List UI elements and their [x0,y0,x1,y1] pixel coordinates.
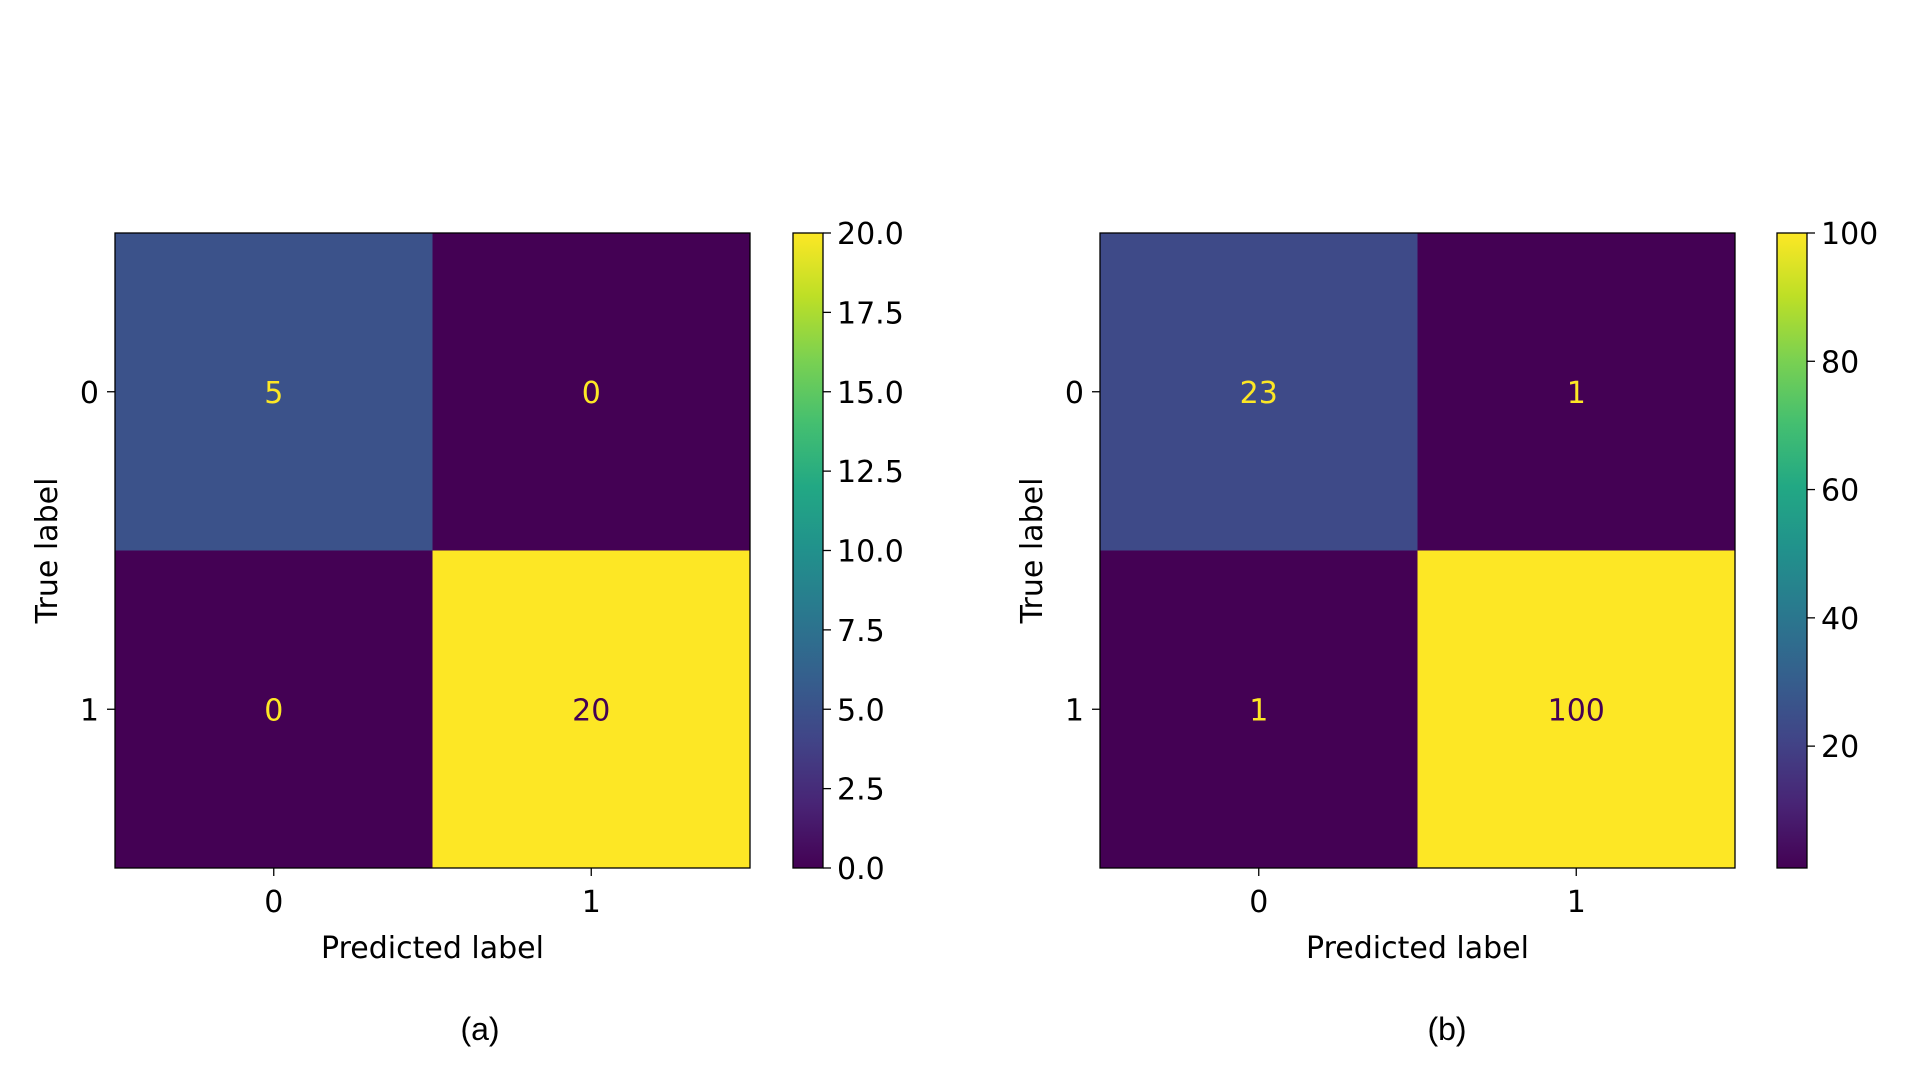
cell-value-label: 5 [264,376,283,411]
colorbar [1777,233,1807,868]
cell-value-label: 0 [582,376,601,411]
colorbar-tick-label: 7.5 [837,614,885,649]
cell-value-label: 1 [1249,693,1268,728]
colorbar-tick-label: 80 [1821,345,1859,380]
panel-caption: (a) [460,1011,499,1047]
heatmap-cell [432,233,750,551]
colorbar-tick-label: 20.0 [837,217,904,252]
x-tick-label: 1 [1567,885,1586,920]
heatmap-cell [1100,550,1418,868]
cell-value-label: 20 [572,693,610,728]
panel-caption: (b) [1427,1011,1466,1047]
colorbar-tick-label: 100 [1821,217,1878,252]
heatmap-frame [1099,232,1736,869]
y-tick-label: 1 [80,693,99,728]
y-axis-title: True label [1015,478,1050,625]
x-axis-title: Predicted label [321,931,544,966]
colorbar-tick-label: 10.0 [837,535,904,570]
heatmap-cell [115,550,433,868]
cell-value-label: 100 [1548,693,1605,728]
heatmap-cell [1417,550,1735,868]
heatmap-cell [432,550,750,868]
y-tick-label: 0 [1065,376,1084,411]
colorbar-tick-label: 2.5 [837,773,885,808]
colorbar-tick-label: 0.0 [837,852,885,887]
heatmap-cell [115,233,433,551]
heatmap-frame [114,232,751,869]
heatmap-cell [1417,233,1735,551]
y-tick-label: 0 [80,376,99,411]
colorbar-tick-label: 5.0 [837,693,885,728]
colorbar-tick-label: 60 [1821,474,1859,509]
cell-value-label: 0 [264,693,283,728]
colorbar-frame [1776,232,1808,869]
x-axis-title: Predicted label [1306,931,1529,966]
confusion-matrix-panel-b: 23 1 1 100 0 1 0 1 Predicted label True label 20 40… [1015,217,1878,1047]
colorbar-tick-label: 17.5 [837,296,904,331]
colorbar-tick-label: 12.5 [837,455,904,490]
y-tick-label: 1 [1065,693,1084,728]
x-tick-label: 0 [264,885,283,920]
colorbar-tick-label: 40 [1821,602,1859,637]
x-tick-label: 0 [1249,885,1268,920]
colorbar-tick-label: 20 [1821,730,1859,765]
confusion-matrix-panel-a: 5 0 0 20 0 1 0 1 Predicted label True label 0.0 2.5… [30,217,904,1047]
cell-value-label: 1 [1567,376,1586,411]
colorbar-tick-label: 15.0 [837,376,904,411]
y-axis-title: True label [30,478,65,625]
colorbar [793,233,823,868]
cell-value-label: 23 [1240,376,1278,411]
heatmap-cell [1100,233,1418,551]
x-tick-label: 1 [582,885,601,920]
